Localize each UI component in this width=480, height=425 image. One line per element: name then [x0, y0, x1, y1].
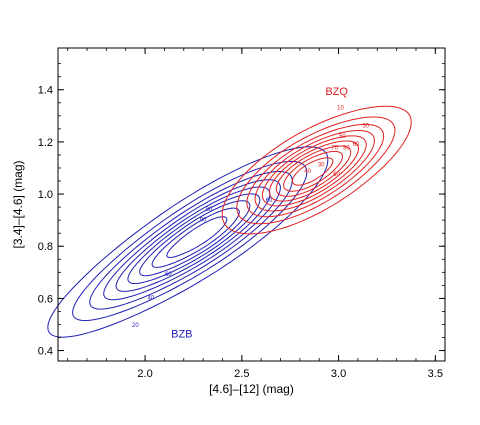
contour-value-label: 50: [339, 134, 346, 140]
contour-line: [275, 145, 352, 197]
series-name-label: BZQ: [325, 86, 348, 98]
contour-label-layer: 20 40 60 90 80 60 10 30 50 60 70 30 30 40 60: [132, 105, 370, 329]
y-tick-label: 1.0: [38, 189, 53, 201]
contour-value-label: 20: [132, 323, 139, 329]
x-tick-label: 3.5: [428, 368, 443, 380]
x-tick-label: 2.5: [234, 368, 249, 380]
x-tick-label: 3.0: [331, 368, 346, 380]
contour-line: [261, 135, 367, 207]
plot-frame: [57, 47, 446, 362]
x-tick-label: 2.0: [137, 368, 152, 380]
y-axis-label: [3.4]–[4.6] (mag): [11, 160, 25, 248]
y-tick-label: 0.4: [38, 346, 53, 358]
contour-line: [139, 200, 251, 277]
contour-value-label: 30: [343, 146, 350, 152]
contour-value-label: 30: [318, 163, 325, 169]
tick-layer: 2.0 2.5 3.0 3.5 0.4 0.6 0.8 1.0 1.2 1.4: [38, 48, 445, 380]
contour-value-label: 80: [206, 207, 213, 213]
y-tick-label: 1.2: [38, 137, 53, 149]
y-tick-label: 0.8: [38, 241, 53, 253]
contour-value-label: 60: [353, 142, 360, 148]
y-tick-label: 1.4: [38, 85, 53, 97]
contour-line: [221, 105, 412, 235]
contour-line: [127, 193, 261, 284]
contour-line: [72, 160, 308, 322]
contour-value-label: 60: [333, 172, 340, 178]
contour-line: [236, 116, 396, 225]
contour-value-label: 40: [148, 296, 155, 302]
contour-value-label: 90: [200, 217, 207, 223]
contour-line: [151, 207, 240, 268]
y-tick-label: 0.6: [38, 293, 53, 305]
contour-value-label: 70: [331, 146, 338, 152]
contour-line: [246, 123, 385, 218]
contour-value-label: 40: [304, 169, 311, 175]
x-axis-label: [4.6]–[12] (mag): [209, 382, 294, 396]
contour-value-label: 10: [337, 105, 344, 111]
contour-line: [291, 157, 334, 186]
contour-layer: [47, 105, 412, 338]
contour-line: [268, 140, 359, 202]
contour-line: [89, 171, 293, 310]
contour-value-label: 30: [362, 124, 369, 130]
contour-line: [166, 216, 228, 259]
series-label-layer: BZQ BZB: [171, 86, 348, 341]
contour-line: [283, 150, 343, 192]
series-name-label: BZB: [171, 329, 192, 341]
contour-value-label: 60: [266, 198, 273, 204]
contour-line: [254, 130, 375, 212]
contour-line: [103, 179, 281, 301]
contour-value-label: 60: [165, 272, 172, 278]
contour-line: [47, 146, 329, 338]
